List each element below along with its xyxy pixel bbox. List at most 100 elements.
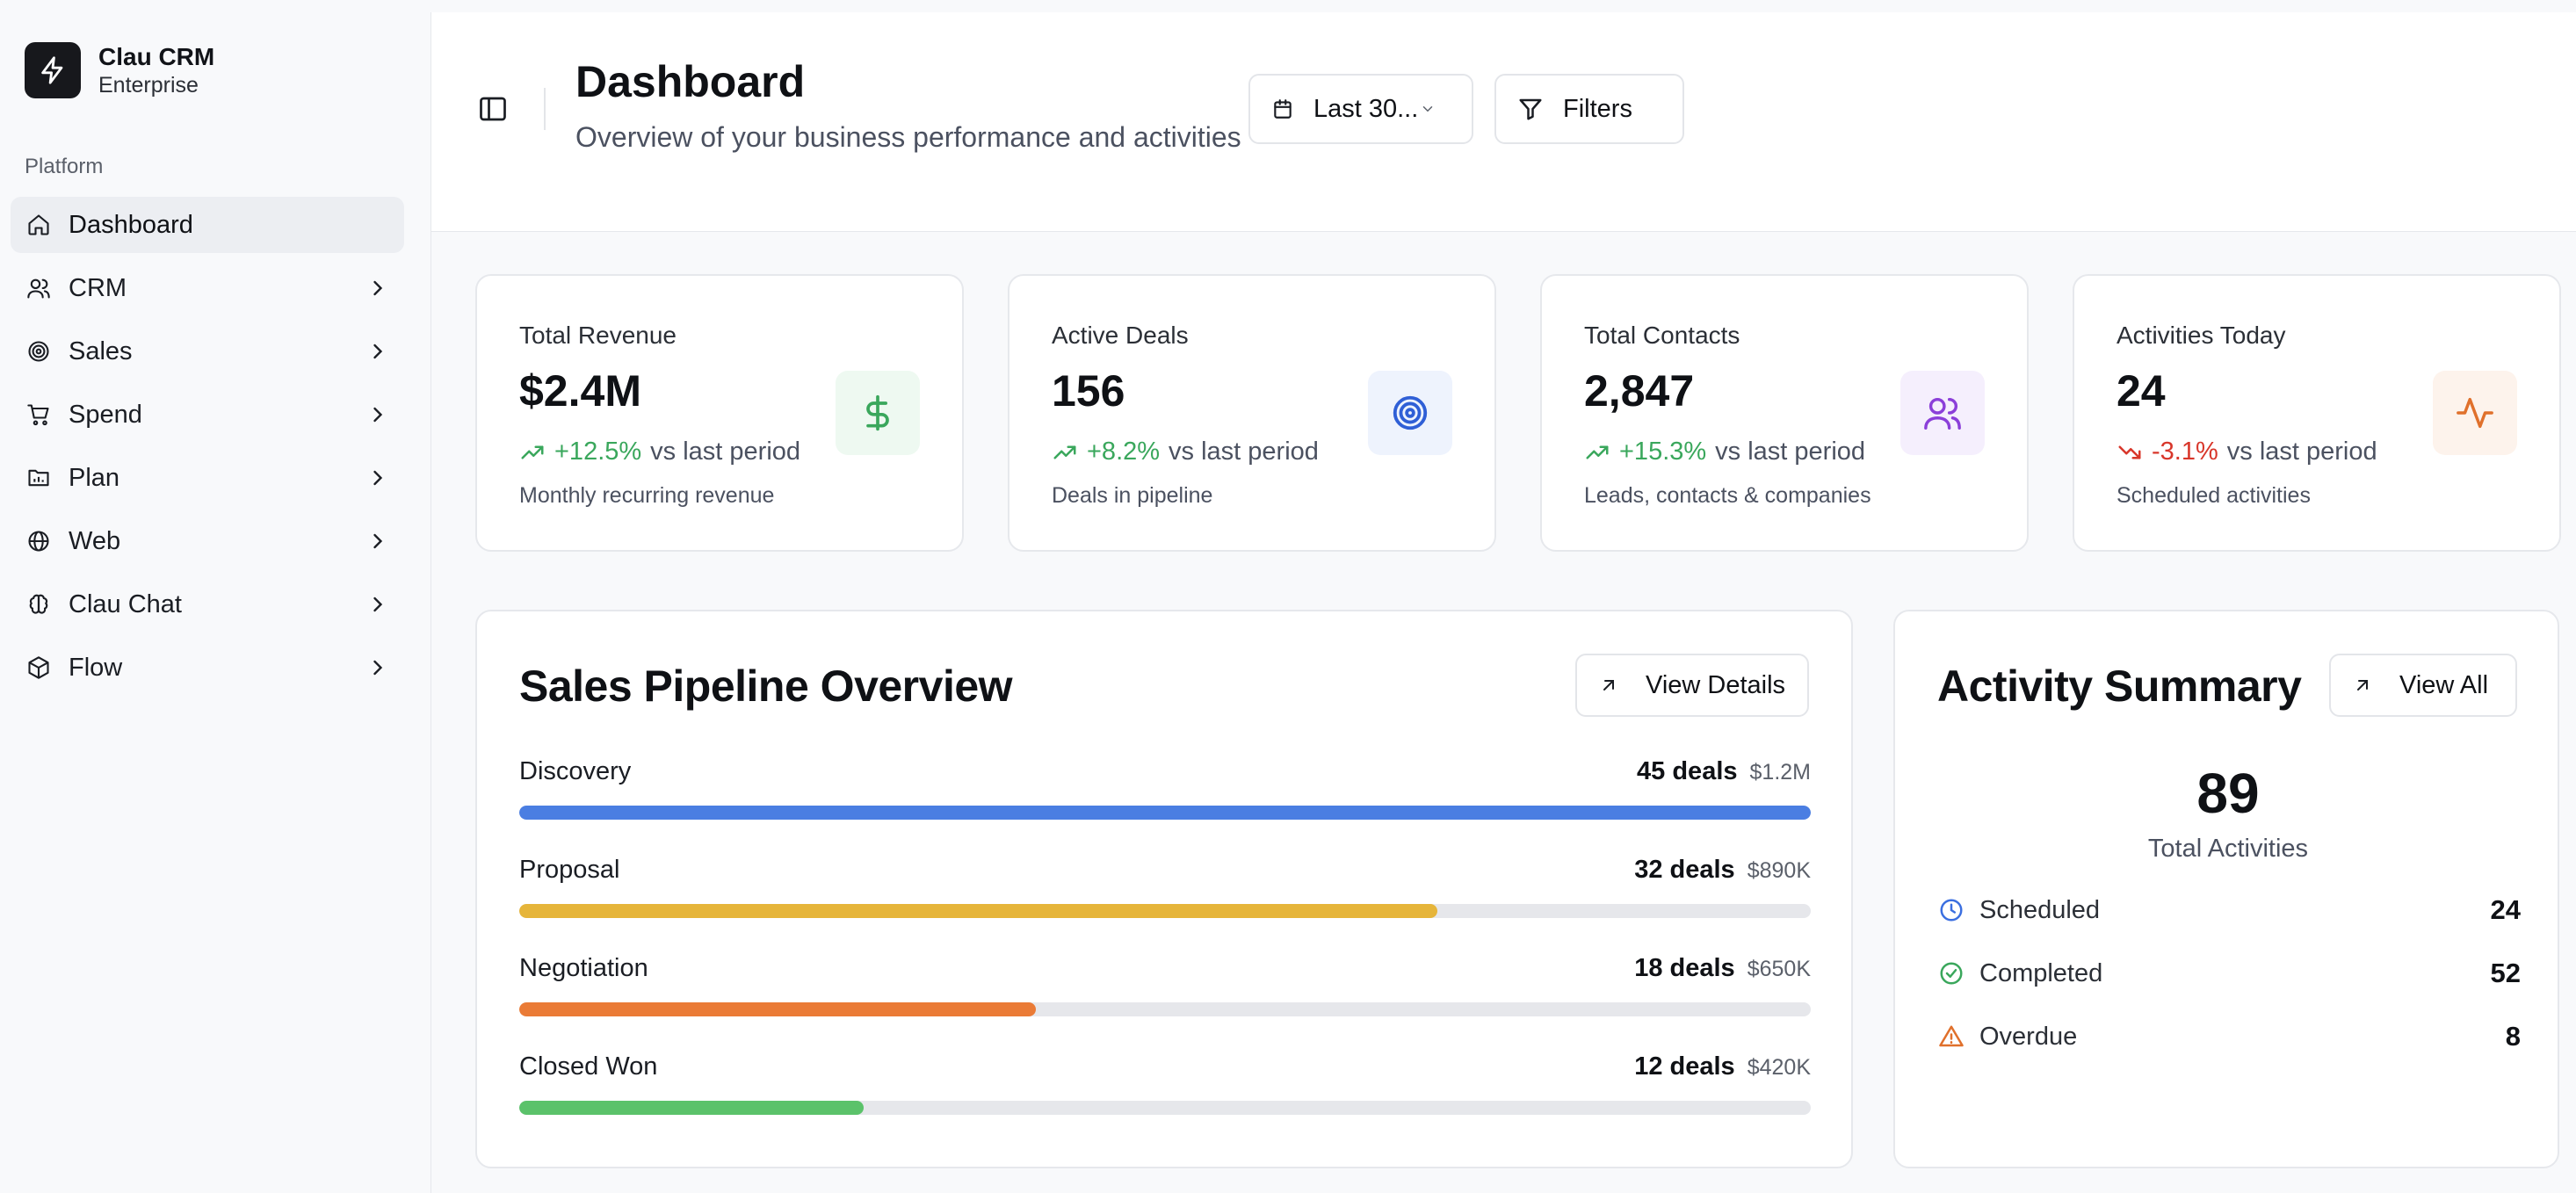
sidebar-item-sales[interactable]: Sales xyxy=(11,323,404,380)
stat-card-active-deals: Active Deals 156 +8.2% vs last period De… xyxy=(1008,274,1496,552)
trending-up-icon xyxy=(521,445,544,459)
sidebar-item-plan[interactable]: Plan xyxy=(11,450,404,506)
stat-change: -3.1% vs last period xyxy=(2117,437,2377,466)
progress-track xyxy=(519,904,1811,918)
stat-description: Deals in pipeline xyxy=(1052,483,1213,508)
stat-change-percent: +12.5% xyxy=(554,437,642,466)
main-panel: Dashboard Overview of your business perf… xyxy=(431,12,2576,1193)
progress-fill xyxy=(519,904,1438,918)
stat-description: Scheduled activities xyxy=(2117,483,2311,508)
target-icon xyxy=(25,337,53,365)
users-icon xyxy=(25,274,53,302)
stage-name: Proposal xyxy=(519,856,620,884)
pipeline-stage-closed-won: Closed Won 12 deals $420K xyxy=(519,1052,1811,1115)
stage-deals: 12 deals xyxy=(1634,1052,1735,1081)
section-label: Platform xyxy=(25,155,104,178)
users-icon xyxy=(1900,371,1985,455)
stat-card-total-contacts: Total Contacts 2,847 +15.3% vs last peri… xyxy=(1540,274,2029,552)
stat-change-vs: vs last period xyxy=(2226,437,2377,466)
chevron-right-icon xyxy=(373,280,383,296)
activity-label: Completed xyxy=(1979,958,2103,987)
stat-change-vs: vs last period xyxy=(1169,437,1319,466)
brand-name: Clau CRM xyxy=(98,43,215,70)
brand[interactable]: Clau CRM Enterprise xyxy=(25,42,214,98)
stat-change: +12.5% vs last period xyxy=(519,437,800,466)
view-details-button[interactable]: View Details xyxy=(1575,654,1809,717)
clock-icon xyxy=(1937,896,1965,924)
arrow-up-right-icon xyxy=(2357,680,2368,690)
chevron-right-icon xyxy=(373,596,383,612)
chevron-right-icon xyxy=(373,407,383,423)
sidebar-item-label: Dashboard xyxy=(69,210,193,239)
stage-amount: $650K xyxy=(1747,957,1811,981)
total-activities-count: 89 xyxy=(2196,762,2260,825)
pipeline-title: Sales Pipeline Overview xyxy=(519,662,1013,711)
stat-description: Monthly recurring revenue xyxy=(519,483,775,508)
bolt-icon xyxy=(25,42,81,98)
stat-value: 156 xyxy=(1052,366,1125,416)
view-all-label: View All xyxy=(2399,670,2489,699)
sidebar-item-label: Clau Chat xyxy=(69,589,182,618)
home-icon xyxy=(25,211,53,239)
sidebar-item-label: CRM xyxy=(69,273,127,302)
warning-icon xyxy=(1937,1023,1965,1051)
filters-label: Filters xyxy=(1563,94,1632,123)
activity-count: 24 xyxy=(2490,894,2521,925)
brand-plan: Enterprise xyxy=(98,73,199,98)
stage-amount: $1.2M xyxy=(1749,760,1811,784)
sidebar-toggle-icon[interactable] xyxy=(477,93,509,125)
filters-button[interactable]: Filters xyxy=(1494,74,1684,144)
sales-pipeline-card: Sales Pipeline Overview View Details Dis… xyxy=(475,610,1853,1168)
stat-change-percent: -3.1% xyxy=(2152,437,2218,466)
trending-up-icon xyxy=(1053,445,1076,459)
stage-deals: 32 deals xyxy=(1634,856,1735,884)
dollar-icon xyxy=(836,371,920,455)
chevron-down-icon xyxy=(1423,106,1433,112)
activity-count: 8 xyxy=(2505,1021,2521,1052)
activity-label: Overdue xyxy=(1979,1022,2078,1051)
chevron-right-icon xyxy=(373,660,383,676)
activity-row-overdue: Overdue 8 xyxy=(1937,1021,2521,1052)
box-icon xyxy=(25,654,53,682)
trending-down-icon xyxy=(2118,445,2141,459)
stage-name: Discovery xyxy=(519,757,632,785)
sidebar-item-crm[interactable]: CRM xyxy=(11,260,404,316)
chevron-right-icon xyxy=(373,533,383,549)
activity-icon xyxy=(2433,371,2517,455)
stat-value: $2.4M xyxy=(519,366,641,416)
folder-chart-icon xyxy=(25,464,53,492)
view-all-button[interactable]: View All xyxy=(2329,654,2517,717)
stat-card-total-revenue: Total Revenue $2.4M +12.5% vs last perio… xyxy=(475,274,964,552)
sidebar-item-web[interactable]: Web xyxy=(11,513,404,569)
sidebar-item-dashboard[interactable]: Dashboard xyxy=(11,197,404,253)
stat-change: +8.2% vs last period xyxy=(1052,437,1319,466)
sidebar-item-label: Plan xyxy=(69,463,120,492)
stat-title: Active Deals xyxy=(1052,322,1189,349)
sidebar-item-spend[interactable]: Spend xyxy=(11,387,404,443)
stat-title: Total Contacts xyxy=(1584,322,1740,349)
activity-row-completed: Completed 52 xyxy=(1937,958,2521,989)
stage-deals: 18 deals xyxy=(1634,954,1735,982)
sidebar-item-clau-chat[interactable]: Clau Chat xyxy=(11,576,404,633)
arrow-up-right-icon xyxy=(1603,680,1614,690)
pipeline-stage-proposal: Proposal 32 deals $890K xyxy=(519,856,1811,918)
activity-row-scheduled: Scheduled 24 xyxy=(1937,894,2521,926)
stat-card-activities-today: Activities Today 24 -3.1% vs last period… xyxy=(2073,274,2561,552)
chevron-right-icon xyxy=(373,343,383,359)
trending-up-icon xyxy=(1586,445,1609,459)
target-icon xyxy=(1368,371,1452,455)
stage-name: Negotiation xyxy=(519,954,648,982)
stat-change-vs: vs last period xyxy=(650,437,801,466)
activity-title: Activity Summary xyxy=(1937,662,2302,711)
sidebar-item-flow[interactable]: Flow xyxy=(11,640,404,696)
stage-deals: 45 deals xyxy=(1637,757,1738,785)
stat-change-vs: vs last period xyxy=(1715,437,1866,466)
cart-icon xyxy=(25,401,53,429)
total-activities-label: Total Activities xyxy=(2147,835,2309,863)
chevron-right-icon xyxy=(373,470,383,486)
page-title: Dashboard xyxy=(575,57,806,106)
sidebar-nav: Dashboard CRM Sales Spend xyxy=(11,197,404,703)
stage-amount: $420K xyxy=(1747,1055,1811,1080)
date-range-select[interactable]: Last 30... xyxy=(1248,74,1473,144)
stat-change-percent: +8.2% xyxy=(1087,437,1161,466)
